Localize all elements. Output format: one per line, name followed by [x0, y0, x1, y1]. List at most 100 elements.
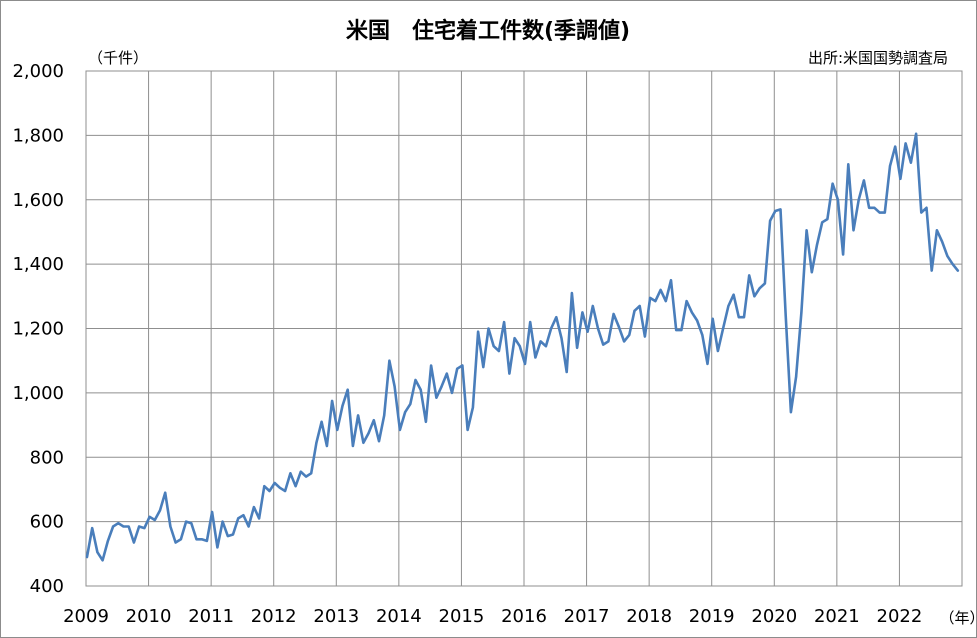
data-point — [873, 206, 876, 209]
data-point — [263, 485, 266, 488]
data-point — [268, 490, 271, 492]
data-point — [164, 491, 167, 494]
data-point — [638, 305, 641, 307]
data-point — [586, 330, 589, 333]
data-point — [602, 343, 605, 346]
data-point — [836, 198, 839, 201]
data-point — [247, 525, 250, 528]
data-point — [138, 525, 141, 528]
data-point — [774, 210, 777, 212]
data-point — [659, 288, 662, 291]
data-point — [748, 274, 751, 277]
data-point — [372, 419, 375, 422]
data-point — [456, 367, 459, 370]
data-point — [576, 346, 579, 349]
data-point — [649, 296, 652, 299]
y-tick-label: 600 — [30, 512, 64, 533]
x-tick-label: 2022 — [877, 606, 923, 627]
data-point — [862, 179, 865, 182]
data-point — [899, 177, 902, 180]
data-point — [883, 211, 886, 214]
data-point — [461, 364, 464, 367]
y-tick-label: 800 — [30, 447, 64, 468]
data-point — [451, 391, 453, 394]
x-tick-label: 2016 — [501, 606, 547, 627]
x-unit-label: （年） — [939, 609, 977, 627]
data-point — [331, 399, 334, 402]
y-tick-label: 1,000 — [12, 383, 64, 404]
data-point — [685, 300, 688, 303]
data-point — [550, 327, 553, 330]
data-point — [325, 445, 328, 447]
data-point — [440, 385, 443, 388]
data-point — [351, 445, 354, 447]
x-tick-label: 2015 — [439, 606, 485, 627]
data-point — [273, 482, 276, 484]
data-point — [941, 240, 944, 243]
data-point — [826, 218, 829, 221]
data-point — [821, 221, 824, 224]
data-point — [513, 337, 516, 340]
data-point — [675, 329, 678, 332]
data-point — [393, 385, 396, 388]
data-point — [86, 556, 88, 558]
data-point — [956, 269, 959, 272]
data-point — [518, 345, 521, 348]
data-point — [847, 163, 850, 166]
data-point — [205, 539, 208, 542]
data-point — [664, 300, 667, 303]
data-point — [294, 485, 297, 488]
data-point — [211, 511, 214, 513]
data-point — [336, 428, 339, 431]
x-tick-label: 2013 — [313, 606, 359, 627]
data-point — [654, 300, 657, 303]
data-point — [362, 441, 365, 444]
data-point — [357, 414, 360, 417]
data-point — [232, 533, 234, 536]
data-point — [925, 206, 928, 209]
data-point — [951, 263, 954, 266]
data-point — [597, 327, 599, 330]
data-point — [696, 319, 699, 322]
data-point — [487, 327, 490, 330]
data-point — [497, 350, 500, 352]
data-point — [143, 527, 146, 530]
y-axis: 2,000 1,800 1,600 1,400 1,200 1,000 800 600 400 — [12, 61, 64, 597]
x-tick-label: 2009 — [63, 606, 109, 627]
data-point — [915, 132, 918, 135]
data-point — [831, 182, 834, 185]
data-point — [607, 340, 610, 343]
data-point — [127, 525, 130, 528]
data-point — [524, 362, 526, 365]
data-point — [810, 271, 813, 274]
y-tick-label: 1,400 — [12, 254, 64, 275]
data-point — [570, 292, 573, 295]
data-point — [722, 327, 725, 330]
data-point — [784, 314, 787, 317]
gridlines — [86, 70, 962, 587]
data-point — [424, 420, 427, 423]
data-point — [289, 472, 292, 475]
data-point — [148, 515, 151, 518]
data-point — [185, 520, 188, 523]
x-axis: 2009 2010 2011 2012 2013 2014 2015 2016 2017 2018… — [63, 606, 922, 627]
data-point — [706, 362, 709, 365]
chart-title: 米国 住宅着工件数(季調値) — [346, 18, 630, 44]
y-unit-label: （千件） — [88, 49, 148, 67]
data-point — [842, 253, 845, 256]
data-point — [132, 541, 135, 544]
y-tick-label: 400 — [30, 576, 64, 597]
data-point — [378, 440, 380, 443]
x-tick-label: 2021 — [814, 606, 860, 627]
data-point — [169, 525, 172, 528]
data-point — [471, 406, 474, 409]
data-point — [96, 551, 99, 554]
y-tick-label: 1,200 — [12, 319, 64, 340]
data-point — [769, 219, 772, 222]
data-point — [445, 372, 448, 375]
data-points — [86, 132, 959, 562]
data-point — [889, 165, 891, 167]
data-point — [419, 388, 422, 391]
data-point — [174, 541, 177, 544]
